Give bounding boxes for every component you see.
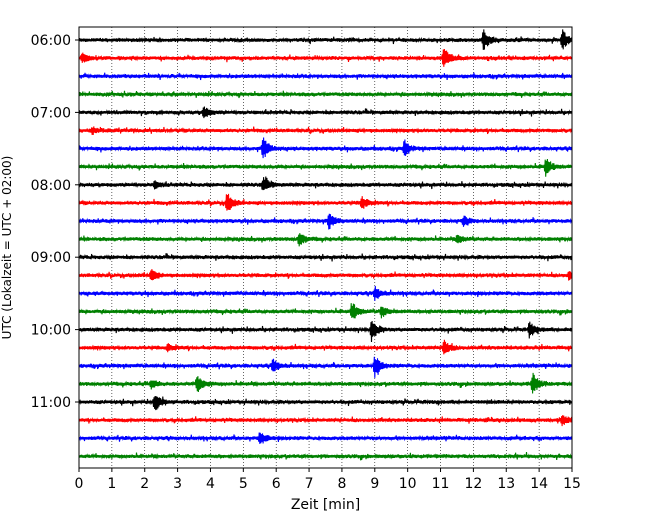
y-axis-label: UTC (Lokalzeit = UTC + 02:00) [0,156,14,340]
y-tick-label: 11:00 [31,395,71,411]
trace-line [78,320,573,343]
trace-line [78,193,573,211]
y-tick-label: 06:00 [31,33,71,49]
x-tick-label: 9 [370,476,379,492]
y-tick-label: 10:00 [31,323,71,339]
trace-line [78,176,573,191]
trace-line [78,285,573,301]
x-tick-label: 10 [399,476,417,492]
y-tick-label: 08:00 [31,178,71,194]
trace-line [78,29,573,50]
y-tick-label: 07:00 [31,105,71,121]
trace-line [78,356,573,378]
plot-frame [78,26,573,469]
trace-line [78,432,573,444]
x-axis-label: Zeit [min] [291,497,360,513]
x-tick-label: 15 [563,476,581,492]
trace-line [78,137,573,159]
trace-line [78,303,573,319]
trace-line [78,415,573,427]
trace-line [78,72,573,81]
x-tick-label: 0 [75,476,84,492]
x-tick-label: 7 [305,476,314,492]
x-tick-label: 11 [432,476,450,492]
trace-line [78,106,573,119]
x-tick-label: 6 [272,476,281,492]
x-tick-label: 12 [464,476,482,492]
trace-line [78,372,573,394]
trace-line [78,452,573,461]
traces [78,29,573,461]
trace-line [78,395,573,411]
trace-line [78,126,573,136]
trace-line [78,339,573,355]
x-tick-label: 2 [140,476,149,492]
x-tick-label: 4 [206,476,215,492]
trace-line [78,48,573,67]
x-tick-label: 13 [497,476,515,492]
x-tick-label: 14 [530,476,548,492]
trace-line [78,269,573,281]
trace-line [78,90,573,99]
trace-line [78,158,573,177]
x-tick-label: 3 [173,476,182,492]
trace-line [78,213,573,230]
x-axis-ticks: 0 1 2 3 4 5 6 7 8 9 10 11 12 13 14 15 [75,468,581,492]
x-tick-label: 5 [239,476,248,492]
y-axis-ticks: 06:00 07:00 08:00 09:00 10:00 11:00 [31,33,79,411]
y-tick-label: 09:00 [31,250,71,266]
x-tick-label: 1 [107,476,116,492]
x-tick-label: 8 [337,476,346,492]
trace-line [78,253,573,262]
trace-line [78,233,573,247]
